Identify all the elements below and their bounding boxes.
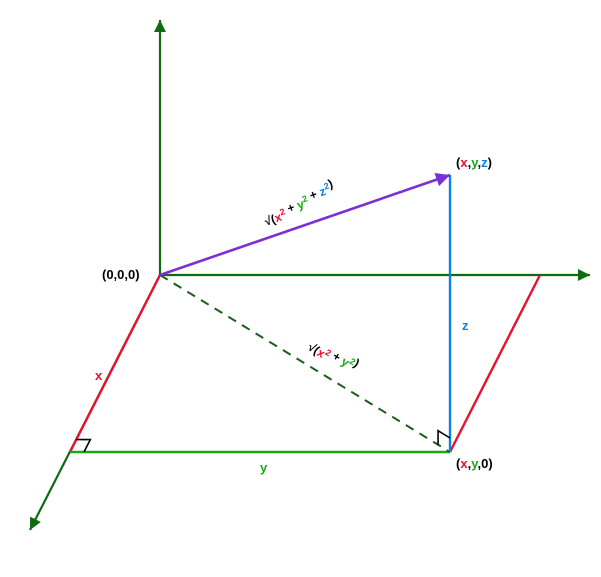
vector-3d-diagram: (0,0,0) (x,y,0) (x,y,z) x y z √(x2 + y2 + z2) √… xyxy=(0,0,601,577)
label-xy0: (x,y,0) xyxy=(456,456,493,471)
edge-x-right xyxy=(450,275,540,452)
axis-z-arrow xyxy=(154,20,166,32)
label-xyz: (x,y,z) xyxy=(456,155,492,170)
svg-text:√(x2 + y2): √(x2 + y2) xyxy=(306,331,363,378)
label-edge-x: x xyxy=(95,368,103,383)
right-angle-xy xyxy=(438,431,450,445)
label-sqrt-xy: √(x2 + y2) xyxy=(306,331,363,378)
diagonal-xy xyxy=(160,275,450,452)
label-sqrt-xyz: √(x2 + y2 + z2) xyxy=(258,176,340,228)
label-edge-z: z xyxy=(462,318,469,333)
label-origin: (0,0,0) xyxy=(102,267,140,282)
svg-text:√(x2 + y2 + z2): √(x2 + y2 + z2) xyxy=(258,176,340,228)
edge-x-left xyxy=(70,275,160,452)
axis-y-arrow xyxy=(578,269,590,281)
right-angle-xcorner xyxy=(76,440,90,452)
label-edge-y: y xyxy=(260,460,268,475)
vector-result-arrow xyxy=(434,173,450,186)
